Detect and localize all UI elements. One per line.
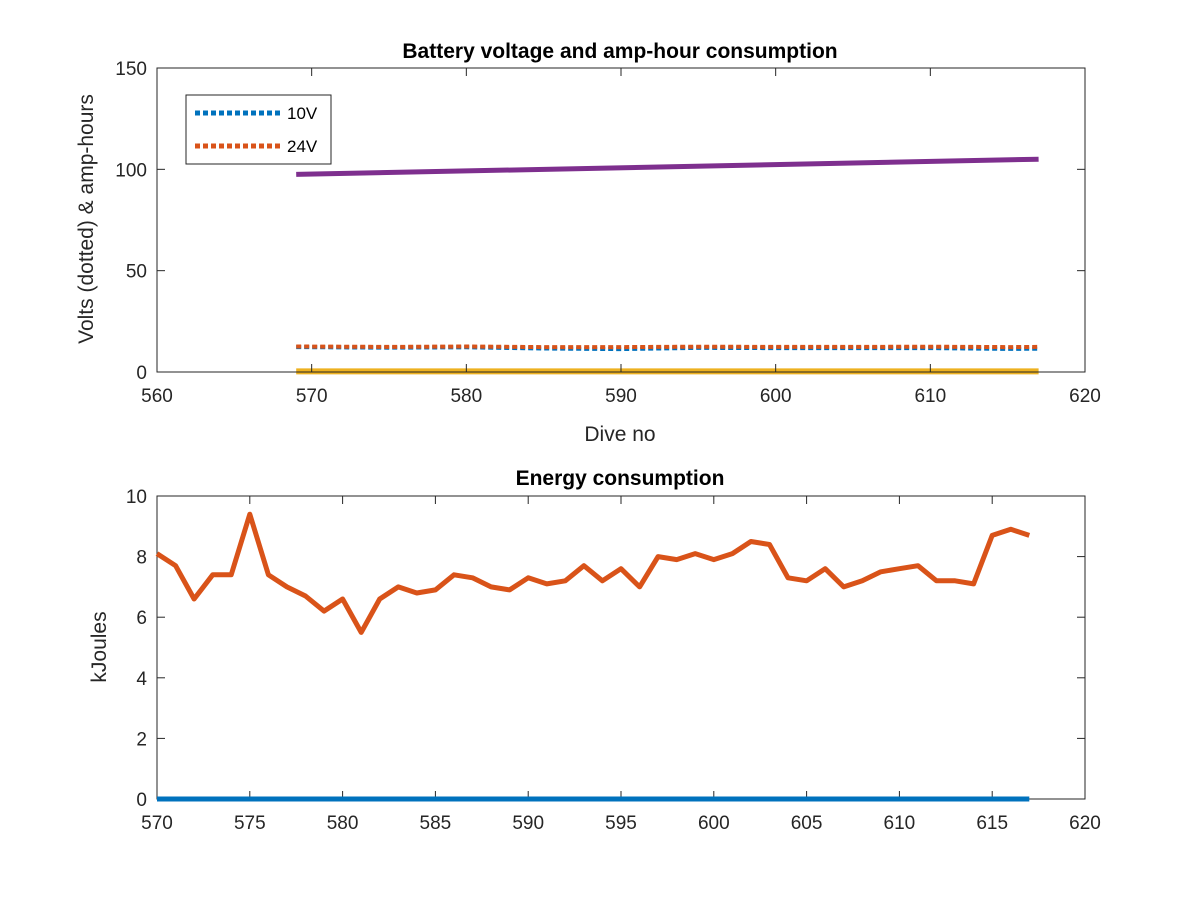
y-tick-label: 4 (136, 669, 147, 690)
top-x-axis-label: Dive no (584, 423, 655, 446)
x-tick-label: 585 (420, 813, 452, 834)
y-tick-label: 2 (136, 729, 147, 750)
x-tick-label: 590 (512, 813, 544, 834)
bottom-chart-title: Energy consumption (516, 467, 725, 490)
series-line-2 (155, 511, 1031, 635)
y-tick-label: 10 (126, 487, 147, 508)
x-tick-label: 575 (234, 813, 266, 834)
x-tick-label: 590 (605, 386, 637, 407)
x-tick-label: 620 (1069, 813, 1101, 834)
x-tick-label: 570 (296, 386, 328, 407)
top-chart-title: Battery voltage and amp-hour consumption (402, 40, 837, 63)
y-tick-label: 6 (136, 608, 147, 629)
x-tick-label: 600 (760, 386, 792, 407)
x-tick-label: 610 (884, 813, 916, 834)
x-tick-label: 615 (976, 813, 1008, 834)
x-tick-label: 560 (141, 386, 173, 407)
x-tick-label: 610 (914, 386, 946, 407)
x-tick-label: 580 (327, 813, 359, 834)
y-tick-label: 50 (126, 262, 147, 283)
x-tick-label: 595 (605, 813, 637, 834)
y-tick-label: 0 (136, 363, 147, 384)
legend-label-10v: 10V (287, 104, 318, 123)
y-tick-label: 0 (136, 790, 147, 811)
legend-label-24v: 24V (287, 137, 318, 156)
y-tick-label: 8 (136, 548, 147, 569)
x-tick-label: 570 (141, 813, 173, 834)
bottom-axes: Energy consumption kJoules 570 575 580 585 5… (88, 467, 1101, 834)
series-line-24v (296, 344, 1039, 350)
y-tick-label: 150 (115, 59, 147, 80)
top-y-axis-label: Volts (dotted) & amp-hours (75, 94, 98, 344)
x-tick-label: 620 (1069, 386, 1101, 407)
x-tick-label: 605 (791, 813, 823, 834)
x-tick-label: 600 (698, 813, 730, 834)
plot-area-frame (156, 495, 1086, 800)
y-tick-label: 100 (115, 160, 147, 181)
bottom-y-axis-label: kJoules (88, 611, 111, 682)
series-line-4 (296, 156, 1039, 177)
top-axes: Battery voltage and amp-hour consumption… (75, 40, 1101, 446)
x-tick-label: 580 (450, 386, 482, 407)
legend-box (185, 94, 332, 165)
top-legend: 10V 24V (185, 94, 332, 165)
